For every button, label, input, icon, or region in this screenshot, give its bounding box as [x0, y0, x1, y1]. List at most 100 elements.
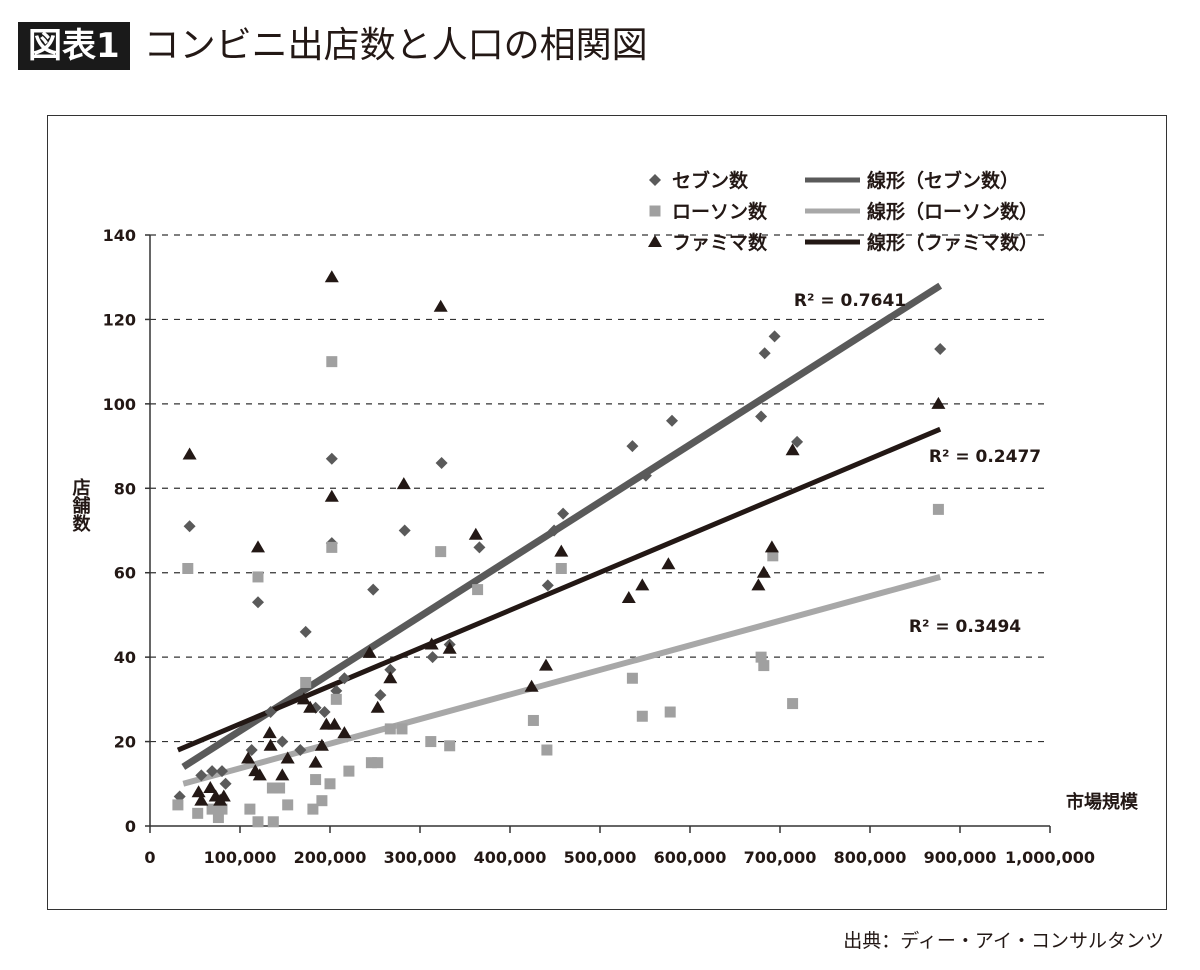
data-point-diamond: [195, 769, 208, 782]
data-point-triangle: [370, 700, 385, 713]
r2-label: R² = 0.3494: [909, 617, 1021, 637]
data-point-diamond: [299, 625, 312, 638]
x-tick-label: 400,000: [474, 848, 547, 867]
data-point-triangle: [252, 768, 267, 781]
data-point-square: [244, 803, 256, 815]
data-point-triangle: [468, 527, 483, 540]
data-point-triangle: [191, 785, 206, 798]
x-tick-label: 500,000: [564, 848, 637, 867]
data-point-square: [787, 698, 799, 710]
data-point-diamond: [318, 706, 331, 719]
data-point-triangle: [241, 751, 256, 764]
data-point-triangle: [263, 738, 278, 751]
data-point-square: [310, 774, 322, 786]
x-tick-label: 600,000: [654, 848, 727, 867]
r2-label: R² = 0.2477: [929, 447, 1041, 467]
data-point-triangle: [424, 637, 439, 650]
y-tick-label: 120: [103, 310, 136, 329]
data-point-triangle: [751, 578, 766, 591]
trendline-0: [181, 282, 943, 770]
data-point-square: [206, 803, 218, 815]
data-point-square: [626, 672, 638, 684]
data-point-diamond: [219, 777, 232, 790]
data-point-square: [758, 660, 770, 672]
y-tick-label: 140: [103, 226, 136, 245]
data-point-triangle: [785, 443, 800, 456]
legend-label: 線形（ファミマ数）: [867, 231, 1038, 254]
data-point-diamond: [541, 579, 554, 592]
data-point-diamond: [206, 765, 219, 778]
data-point-square: [767, 550, 779, 562]
legend-label: セブン数: [672, 169, 749, 192]
data-point-square: [444, 740, 456, 752]
data-point-triangle: [324, 489, 339, 502]
data-point-triangle: [433, 299, 448, 312]
data-point-triangle: [635, 578, 650, 591]
data-point-triangle: [182, 447, 197, 460]
y-tick-label: 0: [125, 817, 136, 836]
data-point-triangle: [216, 789, 231, 802]
legend-marker-triangle: [648, 235, 662, 247]
y-tick-label: 20: [114, 733, 136, 752]
data-point-diamond: [557, 507, 570, 520]
x-tick-label: 0: [144, 848, 155, 867]
y-axis-label: 店舗数: [70, 477, 92, 533]
x-tick-label: 100,000: [204, 848, 277, 867]
data-point-triangle: [275, 768, 290, 781]
data-point-triangle: [524, 679, 539, 692]
data-point-square: [384, 723, 396, 735]
data-point-square: [252, 816, 264, 828]
data-point-square: [267, 816, 279, 828]
data-point-square: [396, 723, 408, 735]
data-point-diamond: [338, 672, 351, 685]
data-point-diamond: [264, 706, 277, 719]
data-point-diamond: [666, 414, 678, 427]
data-point-triangle: [303, 700, 318, 713]
data-point-square: [316, 795, 328, 807]
data-point-triangle: [554, 544, 569, 557]
data-point-triangle: [308, 755, 323, 768]
data-point-square: [472, 584, 484, 596]
legend-label: 線形（ローソン数）: [867, 200, 1038, 223]
data-point-triangle: [203, 781, 218, 794]
data-point-square: [425, 736, 437, 748]
data-point-triangle: [327, 717, 342, 730]
data-point-diamond: [252, 596, 264, 609]
data-point-triangle: [296, 692, 311, 705]
data-point-diamond: [435, 456, 448, 469]
trendline-1: [182, 574, 941, 787]
data-point-diamond: [639, 469, 652, 482]
data-point-square: [932, 503, 944, 515]
data-point-diamond: [473, 541, 486, 554]
legend-label: ファミマ数: [672, 231, 768, 254]
legend-marker-square: [649, 205, 661, 217]
data-point-diamond: [183, 520, 196, 533]
x-tick-label: 700,000: [744, 848, 817, 867]
data-point-diamond: [398, 524, 411, 537]
data-point-diamond: [374, 689, 387, 702]
r2-label: R² = 0.7641: [794, 291, 906, 311]
data-point-square: [664, 706, 676, 718]
data-point-diamond: [626, 440, 639, 453]
data-point-triangle: [194, 793, 209, 806]
x-tick-label: 200,000: [294, 848, 367, 867]
legend-label: ローソン数: [672, 200, 768, 223]
data-point-diamond: [276, 735, 289, 748]
x-tick-label: 300,000: [384, 848, 457, 867]
data-point-square: [300, 676, 312, 688]
x-tick-label: 900,000: [924, 848, 997, 867]
data-point-square: [365, 757, 377, 769]
trendline-2: [176, 426, 942, 753]
data-point-diamond: [367, 583, 380, 596]
data-point-diamond: [755, 410, 768, 423]
data-point-square: [326, 356, 338, 368]
data-point-square: [307, 803, 319, 815]
y-tick-label: 40: [114, 648, 136, 667]
data-point-diamond: [325, 452, 338, 465]
data-point-triangle: [661, 557, 676, 570]
y-tick-label: 80: [114, 479, 136, 498]
data-point-square: [182, 562, 194, 574]
data-point-square: [192, 807, 204, 819]
data-point-diamond: [768, 330, 781, 343]
data-point-square: [324, 778, 336, 790]
